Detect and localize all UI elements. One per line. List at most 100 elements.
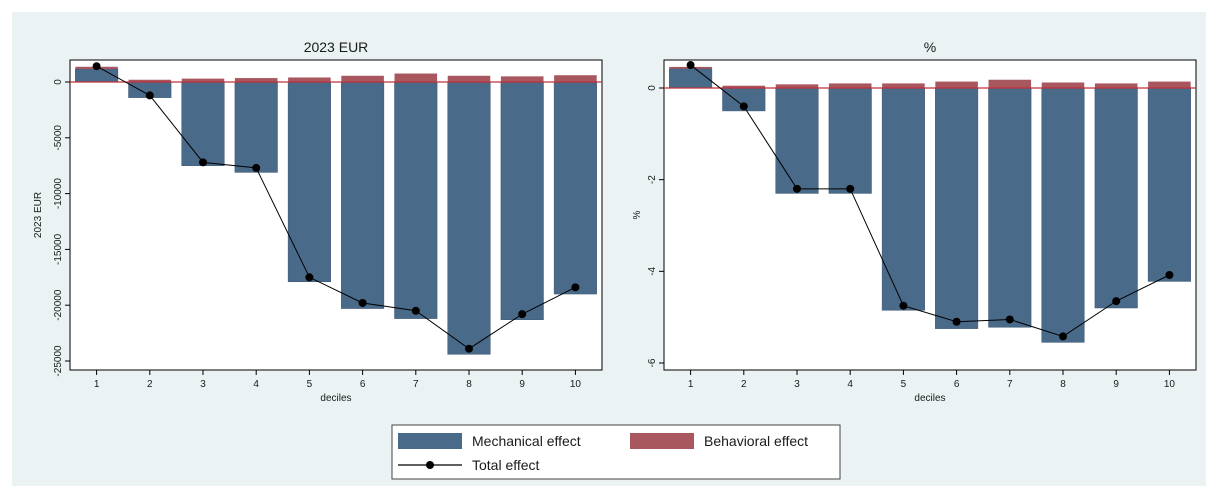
left-mechanical-bar <box>181 81 225 166</box>
left-mechanical-bar <box>394 81 438 319</box>
left-x-tick-label: 8 <box>466 379 472 390</box>
left-total-marker <box>465 344 473 353</box>
chart-right-y-label: % <box>632 210 643 219</box>
chart-left-x-label: deciles <box>320 393 351 404</box>
right-x-tick-label: 4 <box>847 379 853 390</box>
left-x-tick-label: 10 <box>570 379 582 390</box>
right-behavioral-bar <box>828 83 872 88</box>
right-mechanical-bar <box>1041 87 1085 343</box>
right-behavioral-bar <box>935 81 978 88</box>
left-mechanical-bar <box>500 81 544 320</box>
left-behavioral-bar <box>128 79 172 82</box>
left-x-tick-label: 2 <box>147 379 153 390</box>
left-behavioral-bar <box>181 78 225 82</box>
left-y-tick-label: -20000 <box>53 289 64 321</box>
left-mechanical-bar <box>447 81 491 355</box>
right-total-marker <box>739 102 748 111</box>
left-mechanical-bar <box>234 81 278 173</box>
chart-right-title: % <box>924 39 936 55</box>
right-x-tick-label: 2 <box>741 379 747 390</box>
chart-right-x-label: deciles <box>914 393 945 404</box>
left-behavioral-bar <box>500 76 544 82</box>
right-mechanical-bar <box>1094 87 1138 309</box>
right-x-tick-label: 8 <box>1060 379 1066 390</box>
legend-total-label: Total effect <box>472 457 540 473</box>
left-y-tick-label: 0 <box>53 79 64 85</box>
right-behavioral-bar <box>988 79 1032 88</box>
left-behavioral-bar <box>394 73 438 82</box>
right-total-marker <box>899 301 908 310</box>
legend: Mechanical effect Behavioral effect Tota… <box>391 424 841 480</box>
right-total-marker <box>1112 297 1121 306</box>
legend-total-marker <box>426 461 434 469</box>
right-total-marker <box>1165 271 1174 279</box>
left-total-marker <box>358 298 367 307</box>
right-x-tick-label: 9 <box>1113 379 1119 390</box>
right-mechanical-bar <box>881 87 925 311</box>
left-behavioral-bar <box>554 75 597 82</box>
right-x-tick-label: 10 <box>1164 379 1176 390</box>
right-total-marker <box>1059 332 1067 341</box>
left-x-tick-label: 9 <box>519 379 525 390</box>
chart-left-title: 2023 EUR <box>304 39 369 55</box>
right-mechanical-bar <box>935 87 979 329</box>
left-total-marker <box>145 91 154 100</box>
left-total-marker <box>252 163 261 172</box>
left-total-line <box>96 65 576 350</box>
left-x-tick-label: 5 <box>307 379 313 390</box>
right-y-tick-label: 0 <box>647 85 658 91</box>
left-y-tick-label: -25000 <box>53 345 64 377</box>
right-x-tick-label: 1 <box>688 379 694 390</box>
right-mechanical-bar <box>828 87 872 194</box>
right-x-tick-label: 5 <box>901 379 907 390</box>
left-total-marker <box>92 62 101 71</box>
right-behavioral-bar <box>722 85 766 88</box>
right-behavioral-bar <box>1148 81 1191 88</box>
right-behavioral-bar <box>775 84 819 88</box>
left-mechanical-bar <box>341 81 385 309</box>
left-behavioral-bar <box>341 75 384 82</box>
left-mechanical-bar <box>287 81 331 283</box>
left-y-tick-label: -10000 <box>53 178 64 210</box>
legend-behavioral-label: Behavioral effect <box>704 433 808 449</box>
right-total-marker <box>793 184 801 193</box>
right-x-tick-label: 3 <box>794 379 800 390</box>
left-x-tick-label: 3 <box>200 379 206 390</box>
right-y-tick-label: -4 <box>647 266 658 275</box>
right-mechanical-bar <box>1147 87 1191 282</box>
left-x-tick-label: 4 <box>253 379 259 390</box>
left-y-tick-label: -15000 <box>53 233 64 265</box>
chart-right-marks: 1 2 3 4 5 6 7 8 9 10 0 -2 -4 -6 <box>647 61 1196 390</box>
right-y-tick-label: -6 <box>647 358 658 367</box>
left-y-tick-label: -5000 <box>53 125 64 151</box>
legend-behavioral-swatch <box>630 433 694 449</box>
right-behavioral-bar <box>1041 82 1085 88</box>
left-x-tick-label: 1 <box>94 379 100 390</box>
left-mechanical-bar <box>553 81 597 295</box>
right-x-tick-label: 6 <box>954 379 960 390</box>
left-behavioral-bar <box>288 77 331 82</box>
chart-left-marks: 1 2 3 4 5 6 7 8 9 10 0 -5000 -10000 -15000 -20000 -2500… <box>53 62 602 390</box>
right-total-marker <box>1005 315 1014 324</box>
left-behavioral-bar <box>234 78 278 82</box>
right-y-tick-label: -2 <box>647 175 658 184</box>
right-total-marker <box>846 184 855 193</box>
legend-box <box>391 424 841 480</box>
left-total-marker <box>571 283 580 292</box>
left-x-tick-label: 6 <box>360 379 366 390</box>
left-total-marker <box>411 306 420 315</box>
chart-left-y-label: 2023 EUR <box>33 192 44 238</box>
legend-mechanical-label: Mechanical effect <box>472 433 581 449</box>
right-total-marker <box>952 317 961 326</box>
right-total-marker <box>686 61 695 70</box>
left-total-marker <box>305 273 314 282</box>
left-total-marker <box>199 158 207 167</box>
right-total-line <box>690 64 1170 337</box>
left-total-marker <box>518 310 527 319</box>
right-x-tick-label: 7 <box>1007 379 1013 390</box>
left-behavioral-bar <box>447 75 491 82</box>
right-mechanical-bar <box>669 68 713 89</box>
right-behavioral-bar <box>1094 83 1138 88</box>
right-mechanical-bar <box>775 87 819 194</box>
